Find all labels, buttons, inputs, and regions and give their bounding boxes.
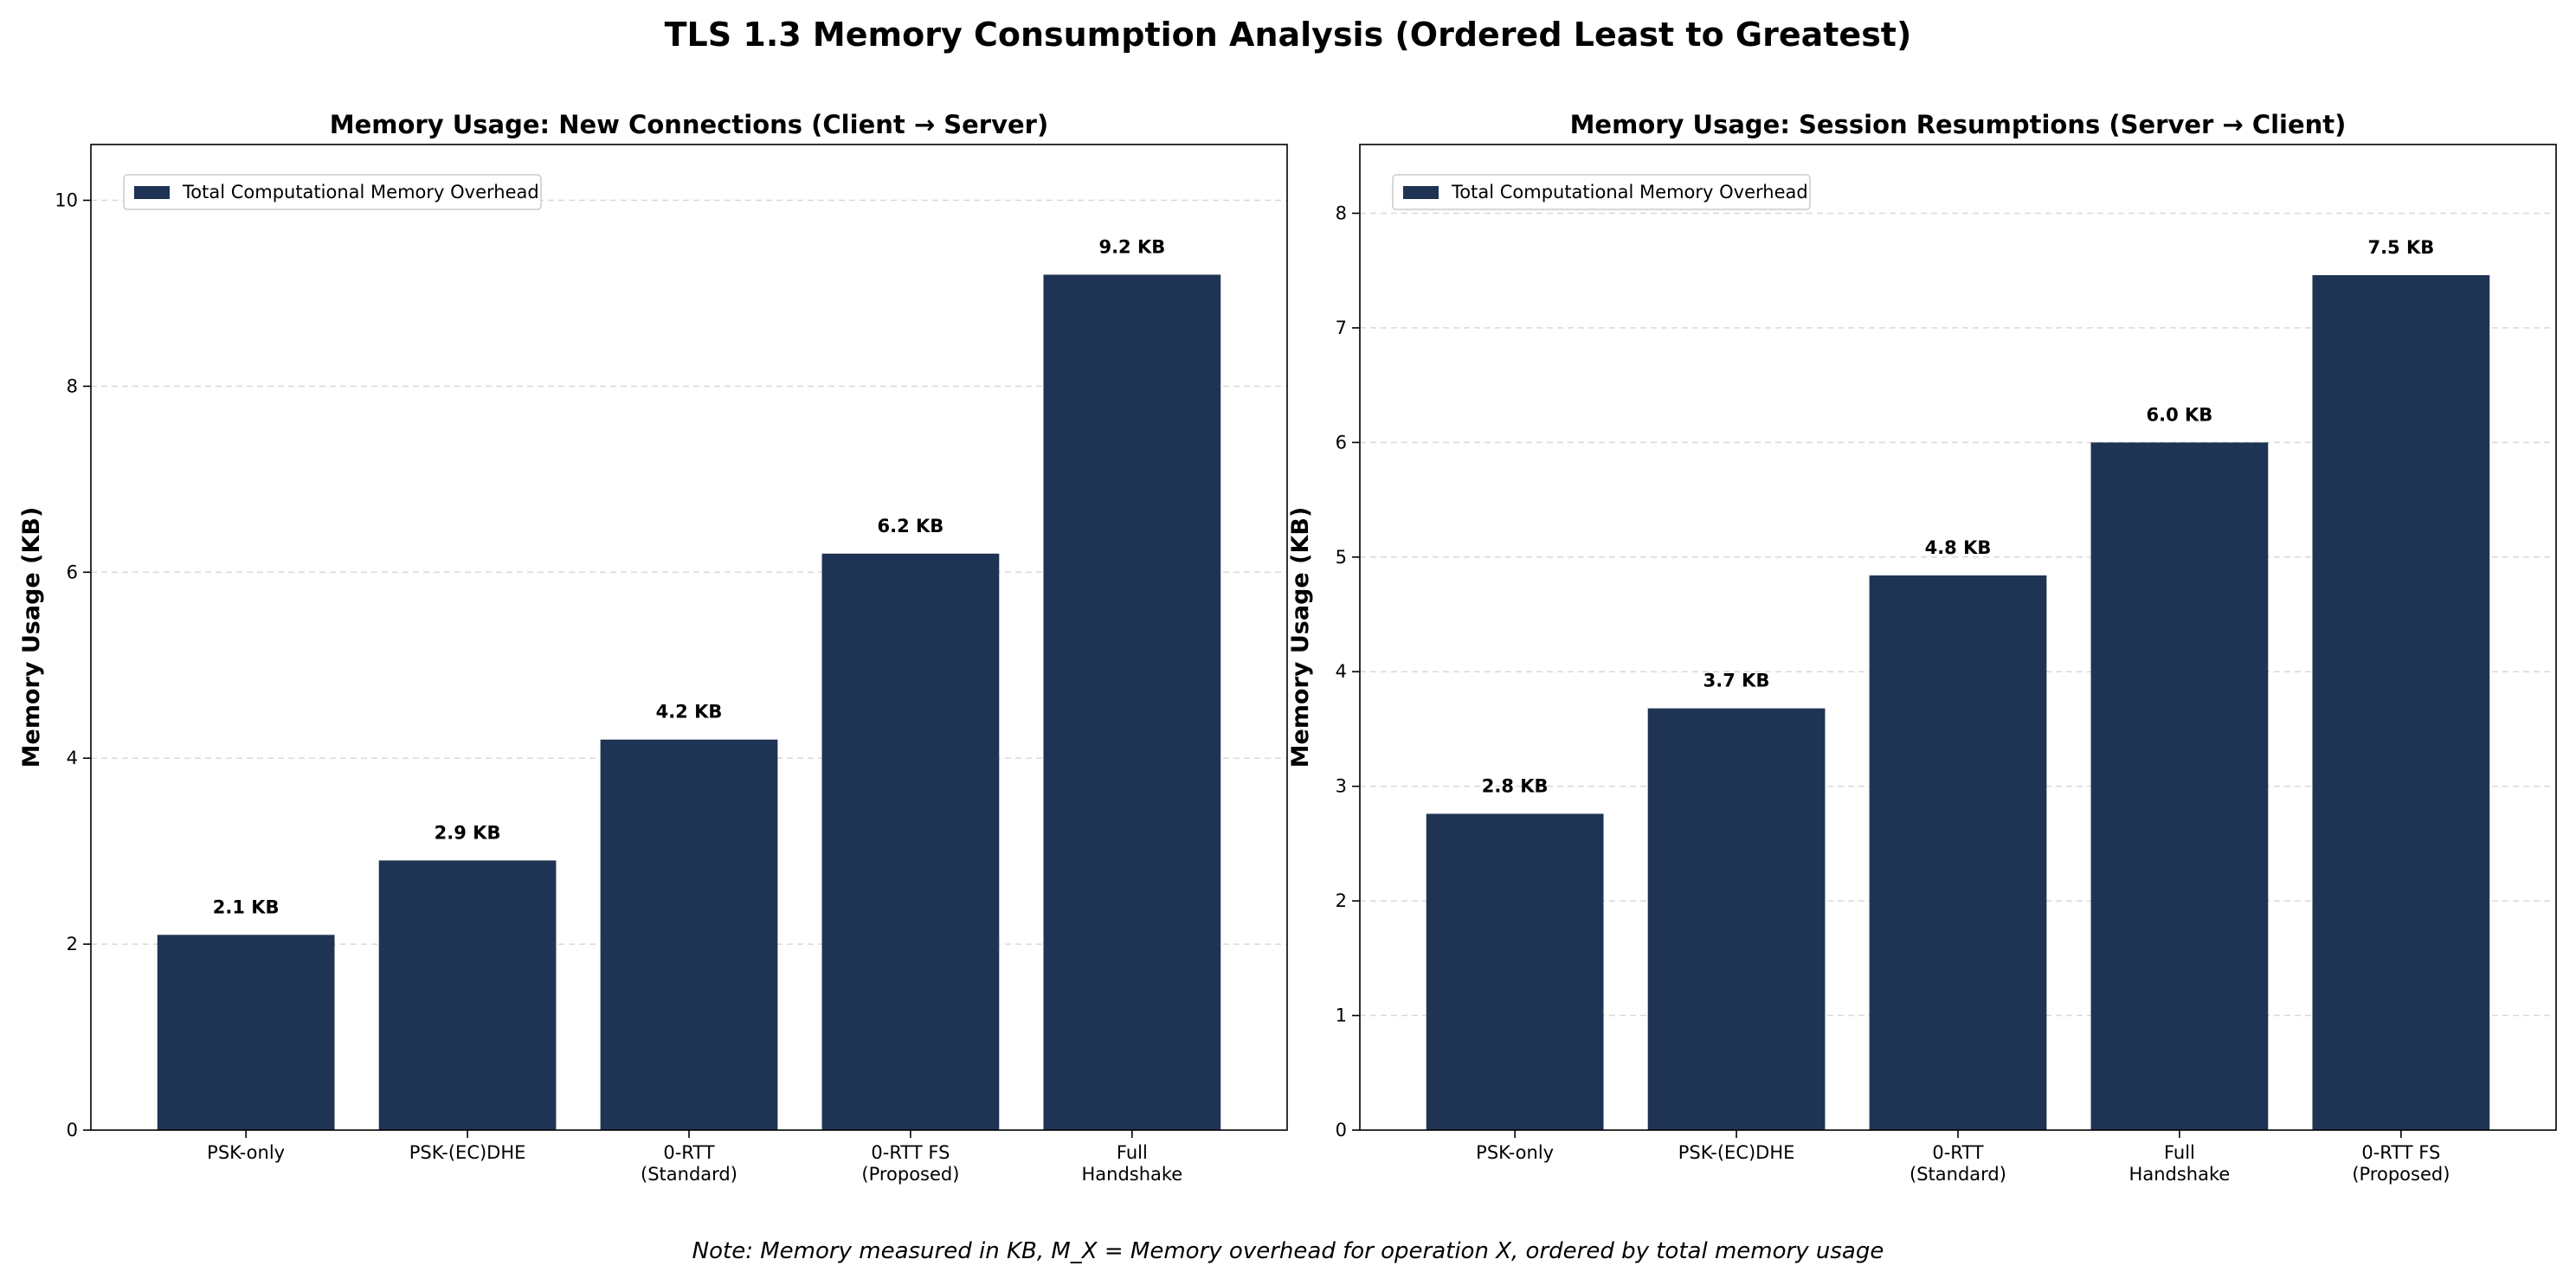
bar bbox=[157, 935, 335, 1130]
data-label: 2.1 KB bbox=[213, 896, 280, 917]
chart-title: Memory Usage: New Connections (Client → … bbox=[330, 110, 1048, 139]
data-label: 9.2 KB bbox=[1098, 236, 1165, 257]
x-tick-label: 0-RTT (Standard) bbox=[1909, 1142, 2006, 1185]
bar bbox=[1869, 575, 2047, 1130]
x-tick-label: PSK-only bbox=[207, 1142, 285, 1163]
legend-label: Total Computational Memory Overhead bbox=[1451, 182, 1808, 202]
y-tick-label: 10 bbox=[55, 190, 78, 210]
y-axis-label: Memory Usage (KB) bbox=[18, 507, 45, 768]
bar bbox=[821, 553, 1000, 1130]
legend: Total Computational Memory Overhead bbox=[1392, 174, 1811, 210]
y-tick-label: 2 bbox=[67, 934, 78, 954]
bar bbox=[2090, 442, 2269, 1130]
bar bbox=[1426, 813, 1604, 1130]
y-tick-label: 0 bbox=[1336, 1120, 1347, 1140]
y-tick-label: 1 bbox=[1336, 1006, 1347, 1026]
data-label: 4.2 KB bbox=[656, 702, 723, 723]
y-tick-label: 3 bbox=[1336, 776, 1347, 797]
data-label: 4.8 KB bbox=[1925, 537, 1992, 558]
x-tick-label: PSK-only bbox=[1476, 1142, 1554, 1163]
data-label: 3.7 KB bbox=[1703, 671, 1770, 691]
x-tick-label: 0-RTT FS (Proposed) bbox=[861, 1142, 959, 1185]
x-tick-label: PSK-(EC)DHE bbox=[409, 1142, 526, 1163]
x-tick-label: Full Handshake bbox=[1081, 1142, 1182, 1185]
bar bbox=[2312, 274, 2490, 1130]
data-label: 6.2 KB bbox=[878, 516, 944, 536]
chart-new-connections: 2.1 KB 2.9 KB 4.2 KB 6.2 KB 9.2 KB 0 2 4 6 8 10 PSK… bbox=[18, 110, 1288, 1185]
legend: Total Computational Memory Overhead bbox=[123, 174, 542, 210]
legend-frame bbox=[1392, 174, 1811, 210]
y-tick-label: 2 bbox=[1336, 890, 1347, 911]
data-label: 2.9 KB bbox=[435, 822, 501, 843]
legend-frame bbox=[123, 174, 542, 210]
x-tick-label: 0-RTT FS (Proposed) bbox=[2352, 1142, 2450, 1185]
figure-note: Note: Memory measured in KB, M_X = Memor… bbox=[692, 1238, 1884, 1264]
bar bbox=[378, 860, 557, 1130]
chart-title: Memory Usage: Session Resumptions (Serve… bbox=[1570, 110, 2347, 139]
y-tick-label: 8 bbox=[1336, 202, 1347, 223]
y-tick-label: 6 bbox=[1336, 432, 1347, 453]
legend-label: Total Computational Memory Overhead bbox=[182, 182, 539, 202]
y-tick-label: 4 bbox=[1336, 661, 1347, 682]
x-tick-label: 0-RTT (Standard) bbox=[641, 1142, 737, 1185]
y-tick-label: 8 bbox=[67, 376, 78, 396]
y-tick-label: 0 bbox=[67, 1120, 78, 1140]
bar bbox=[1647, 708, 1826, 1130]
data-label: 7.5 KB bbox=[2367, 237, 2434, 258]
data-label: 6.0 KB bbox=[2147, 404, 2213, 425]
bar bbox=[1043, 274, 1221, 1130]
y-tick-label: 6 bbox=[67, 562, 78, 582]
legend-swatch bbox=[1403, 186, 1439, 199]
legend-swatch bbox=[134, 186, 170, 199]
y-tick-label: 7 bbox=[1336, 318, 1347, 338]
data-label: 2.8 KB bbox=[1482, 775, 1549, 796]
x-tick-label: Full Handshake bbox=[2129, 1142, 2231, 1185]
figure-title: TLS 1.3 Memory Consumption Analysis (Ord… bbox=[665, 16, 1912, 54]
bar bbox=[600, 739, 778, 1130]
chart-session-resumptions: 2.8 KB 3.7 KB 4.8 KB 6.0 KB 7.5 KB 0 1 2 3 4 5 6 7 8 P… bbox=[1287, 110, 2557, 1185]
y-tick-label: 5 bbox=[1336, 547, 1347, 568]
y-axis-label: Memory Usage (KB) bbox=[1287, 507, 1314, 768]
y-tick-label: 4 bbox=[67, 748, 78, 768]
x-tick-label: PSK-(EC)DHE bbox=[1678, 1142, 1795, 1163]
